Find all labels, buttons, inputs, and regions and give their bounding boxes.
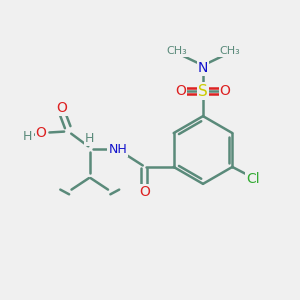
Text: O: O xyxy=(56,101,67,115)
Text: Cl: Cl xyxy=(246,172,260,186)
Text: O: O xyxy=(139,185,150,199)
Text: H: H xyxy=(85,133,94,146)
Text: H: H xyxy=(23,130,33,142)
Text: S: S xyxy=(198,84,208,99)
Text: CH₃: CH₃ xyxy=(166,46,187,56)
Text: NH: NH xyxy=(108,143,127,156)
Text: O: O xyxy=(176,84,186,98)
Text: N: N xyxy=(198,61,208,75)
Text: O: O xyxy=(36,126,46,140)
Text: O: O xyxy=(220,84,230,98)
Text: CH₃: CH₃ xyxy=(219,46,240,56)
